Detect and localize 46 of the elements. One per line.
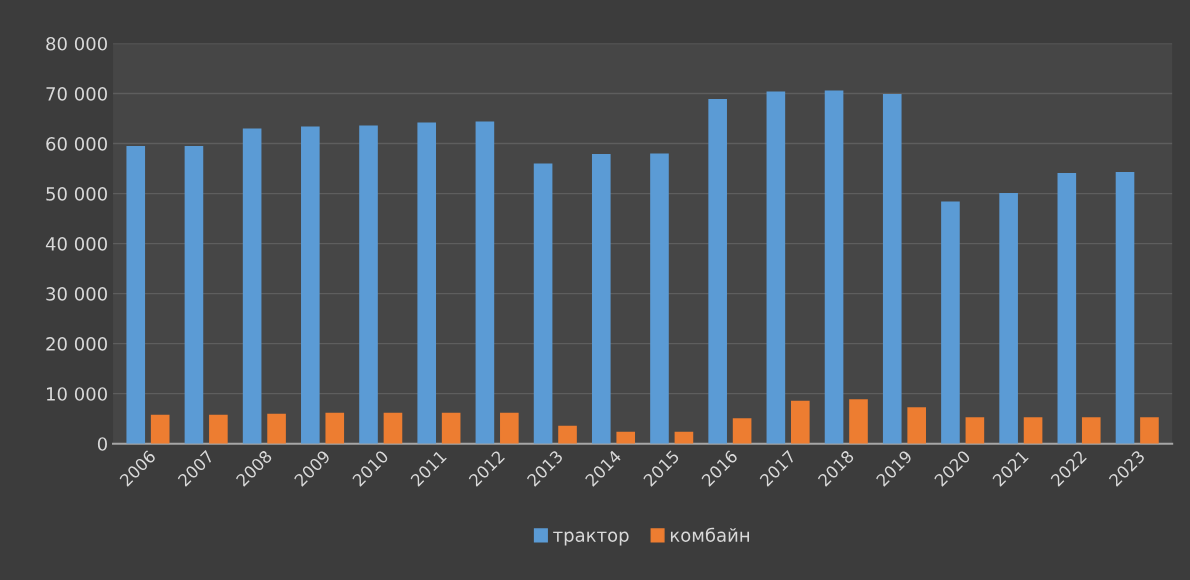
bar	[209, 414, 228, 444]
y-tick-label: 0	[97, 437, 107, 451]
bar	[766, 91, 786, 444]
bar	[1115, 172, 1135, 444]
bar	[708, 99, 727, 444]
bar	[558, 425, 577, 444]
legend-label: комбайн	[670, 527, 749, 542]
bar	[1081, 417, 1101, 444]
y-tick-label: 10 000	[46, 387, 107, 401]
y-tick-label: 20 000	[46, 337, 107, 351]
bar	[790, 400, 810, 444]
bar	[999, 193, 1018, 444]
y-tick-label: 70 000	[46, 86, 107, 101]
bar	[383, 412, 403, 444]
bar	[1140, 417, 1159, 444]
y-tick-label: 30 000	[46, 287, 107, 301]
bar	[126, 146, 146, 444]
bar	[965, 417, 985, 444]
bar	[533, 163, 553, 444]
bar	[650, 153, 669, 444]
bar	[824, 90, 844, 444]
bar	[417, 122, 437, 444]
bar	[441, 412, 461, 444]
legend-label: трактор	[553, 531, 629, 546]
bar	[267, 413, 286, 444]
bar	[500, 412, 519, 444]
bar	[475, 121, 495, 444]
y-tick-label: 80 000	[46, 36, 107, 51]
bar	[882, 94, 902, 444]
bar	[1057, 173, 1077, 444]
bar	[359, 125, 378, 444]
bar	[184, 146, 204, 444]
bar	[941, 201, 960, 444]
bar	[732, 418, 752, 444]
bar	[849, 399, 868, 444]
y-tick-label: 40 000	[45, 237, 107, 251]
bar	[1023, 417, 1043, 444]
bar	[591, 154, 611, 444]
bar	[907, 407, 926, 444]
bar	[301, 126, 320, 444]
y-tick-label: 60 000	[46, 137, 107, 151]
bar	[616, 431, 636, 444]
bar	[325, 412, 345, 444]
bar	[150, 414, 170, 444]
bar	[242, 128, 262, 444]
y-tick-label: 50 000	[46, 187, 107, 201]
